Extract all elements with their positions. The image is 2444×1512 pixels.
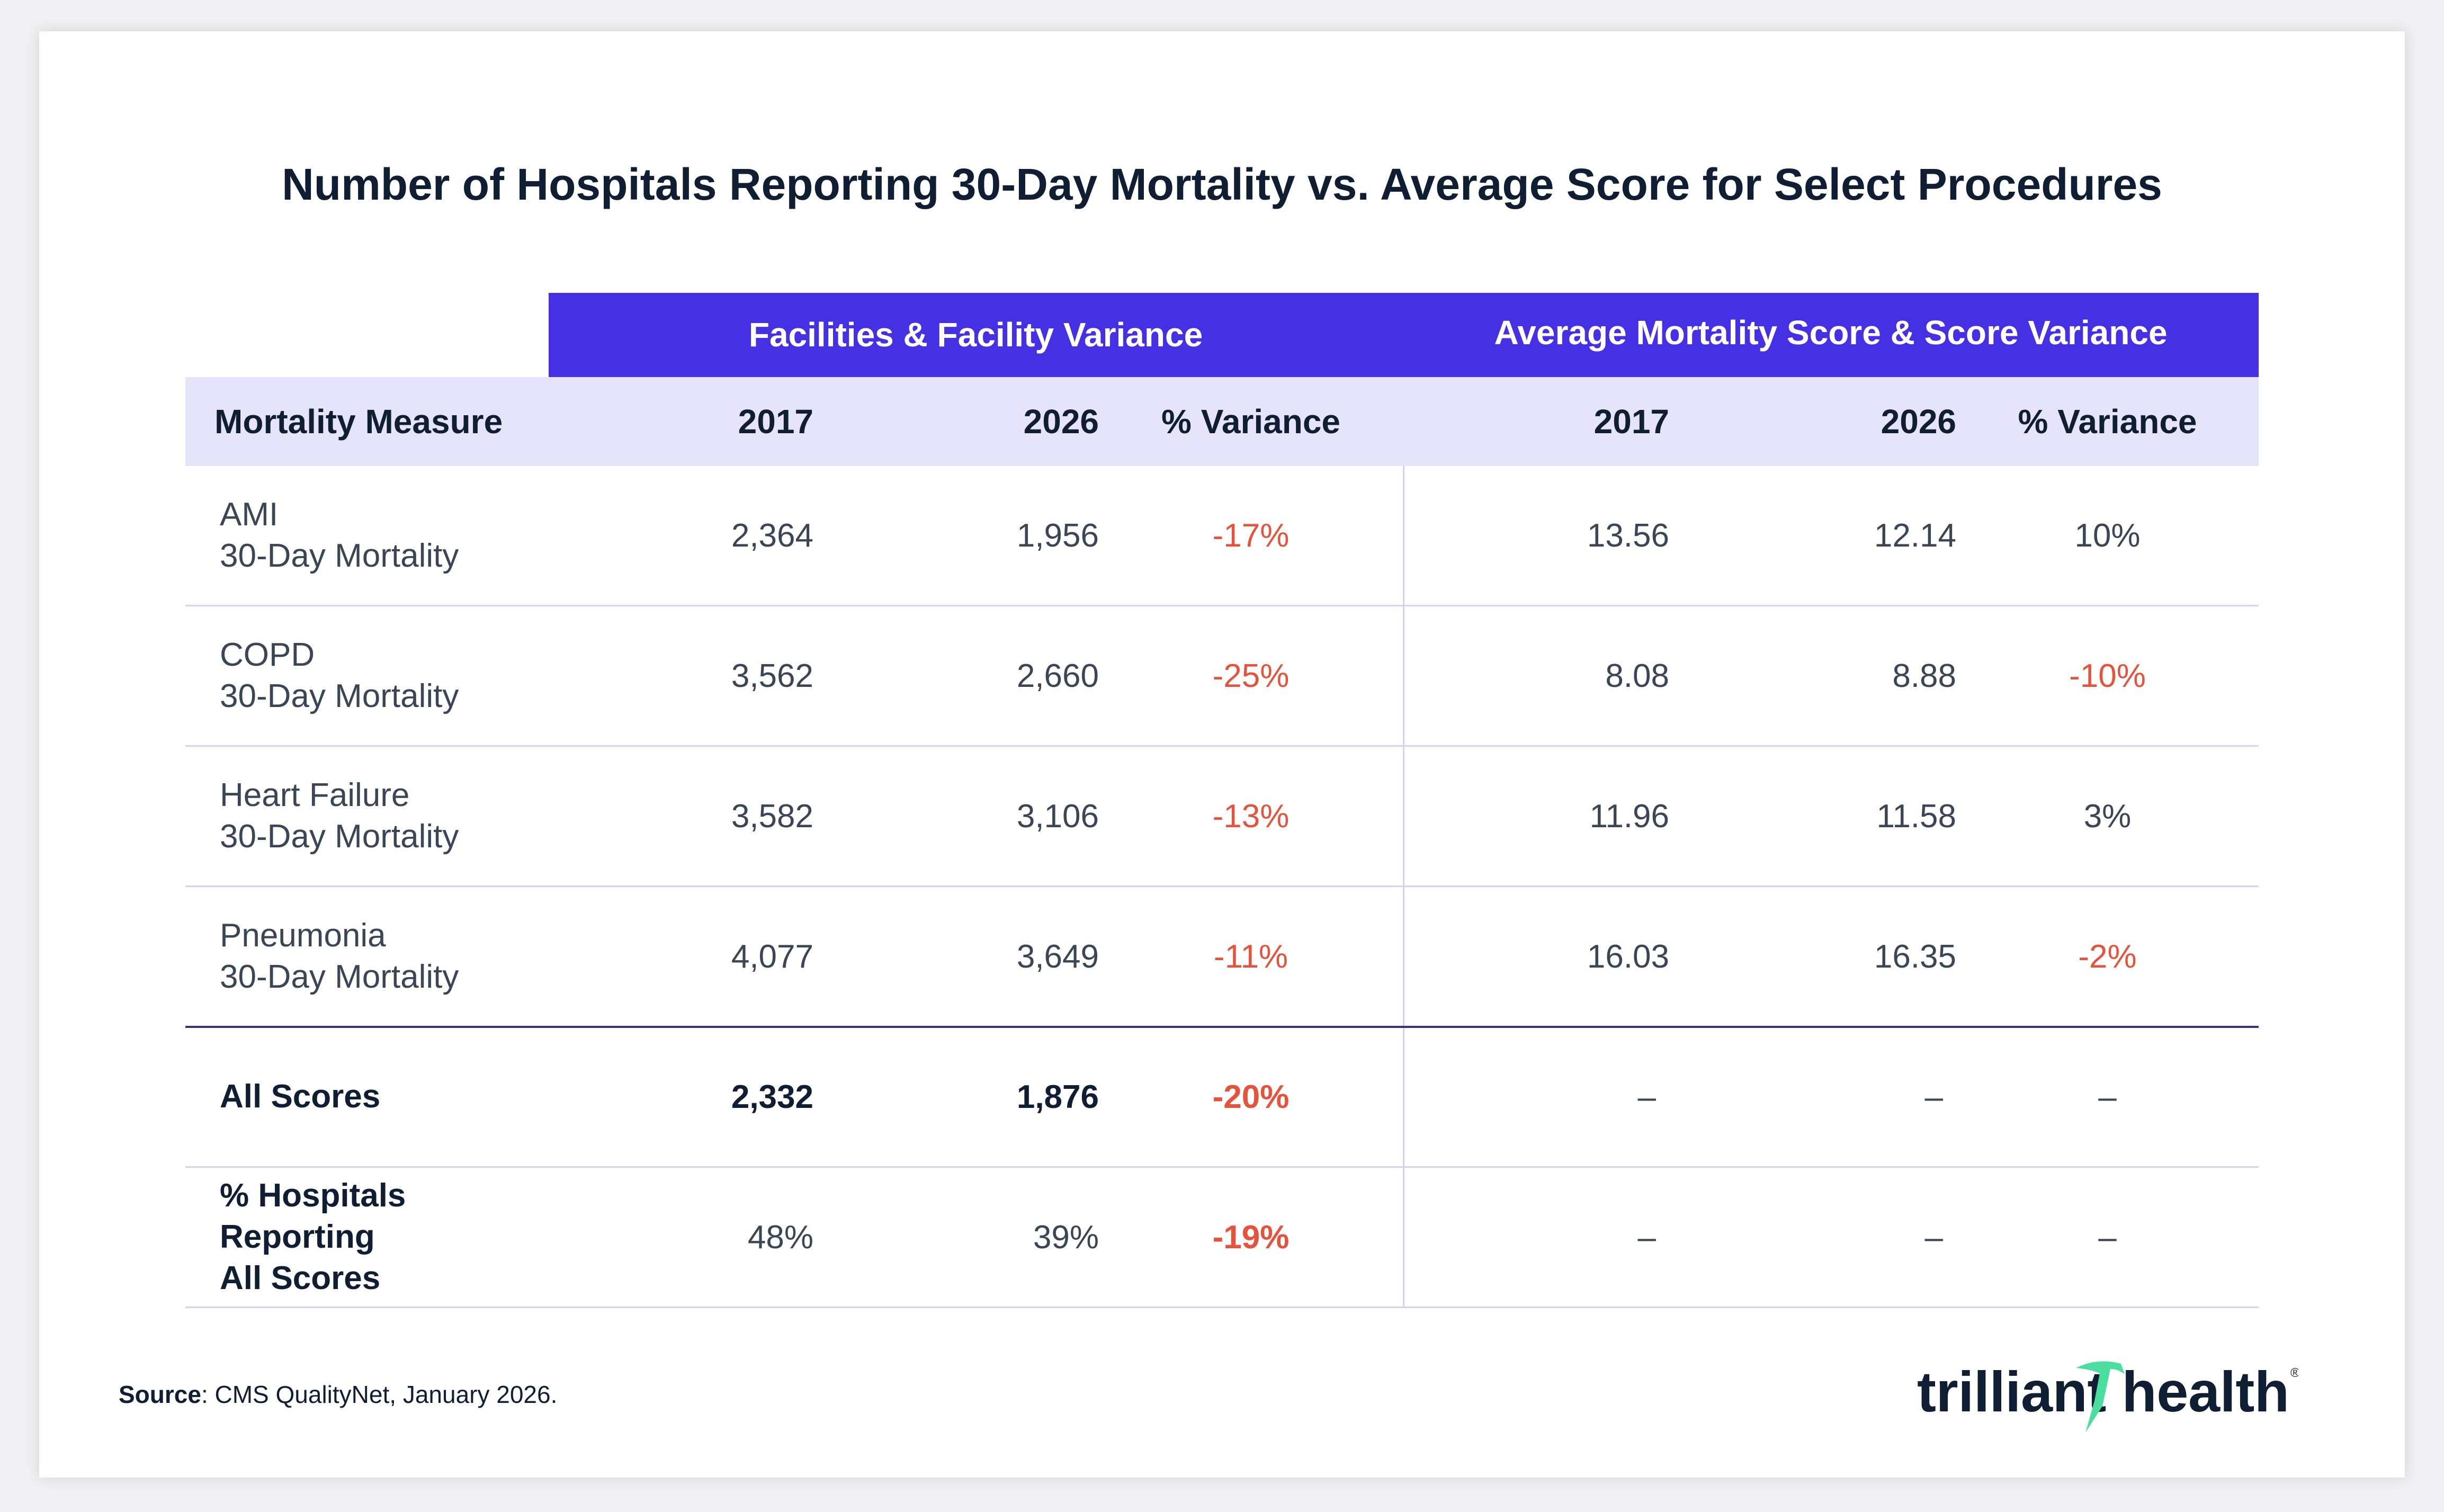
column-divider xyxy=(1403,466,1404,1308)
facilities-2026: 3,106 xyxy=(1016,798,1099,835)
score-variance: – xyxy=(2098,1078,2117,1115)
facilities-variance: -25% xyxy=(1212,657,1290,694)
source-label: Source xyxy=(119,1381,201,1408)
facilities-variance: -17% xyxy=(1212,517,1290,554)
score-variance: -10% xyxy=(2069,657,2146,694)
summary-divider xyxy=(185,1026,2259,1028)
measure-name: Pneumonia 30-Day Mortality xyxy=(185,915,549,998)
svg-text:®: ® xyxy=(2290,1366,2298,1380)
trilliant-health-logo: trilliant health ® xyxy=(1917,1359,2298,1433)
score-2026: – xyxy=(1924,1219,1943,1256)
source-note: Source: CMS QualityNet, January 2026. xyxy=(119,1380,557,1409)
source-text: : CMS QualityNet, January 2026. xyxy=(201,1381,558,1408)
facilities-2017: 3,562 xyxy=(731,657,813,694)
facilities-2026: 2,660 xyxy=(1016,657,1099,694)
score-variance: – xyxy=(2098,1219,2117,1256)
measure-subtitle: 30-Day Mortality xyxy=(220,959,459,995)
col-s2017: 2017 xyxy=(1593,402,1669,441)
col-f2017: 2017 xyxy=(738,402,813,441)
summary-name: % Hospitals Reporting All Scores xyxy=(220,1177,406,1296)
measure-title: AMI xyxy=(220,496,279,533)
score-2017: 11.96 xyxy=(1589,798,1669,835)
score-2017: – xyxy=(1637,1219,1656,1256)
table-row: COPD 30-Day Mortality 3,562 2,660 -25% 8.… xyxy=(185,606,2259,747)
facilities-2017: 4,077 xyxy=(731,938,813,975)
facilities-2017: 2,364 xyxy=(731,517,813,554)
table-row: AMI 30-Day Mortality 2,364 1,956 -17% 13.… xyxy=(185,466,2259,606)
score-2026: 11.58 xyxy=(1876,798,1956,835)
table-row: Heart Failure 30-Day Mortality 3,582 3,10… xyxy=(185,747,2259,887)
score-variance: 10% xyxy=(2074,517,2141,554)
facilities-variance: -20% xyxy=(1212,1078,1290,1115)
facilities-variance: -19% xyxy=(1212,1219,1290,1256)
measure-subtitle: 30-Day Mortality xyxy=(220,678,459,714)
score-2017: 13.56 xyxy=(1587,517,1669,554)
facilities-2026: 1,876 xyxy=(1016,1078,1099,1115)
group-header-bar xyxy=(549,293,2259,377)
score-2026: 16.35 xyxy=(1874,938,1956,975)
summary-row: % Hospitals Reporting All Scores 48% 39%… xyxy=(185,1168,2259,1308)
col-fvar: % Variance xyxy=(1161,402,1340,441)
score-2017: 8.08 xyxy=(1605,657,1669,694)
measure-name: Heart Failure 30-Day Mortality xyxy=(185,775,549,857)
column-headers: Mortality Measure 2017 2026 % Variance 2… xyxy=(185,377,2259,466)
col-s2026: 2026 xyxy=(1881,402,1956,441)
measure-subtitle: 30-Day Mortality xyxy=(220,818,459,855)
summary-name: All Scores xyxy=(220,1078,381,1115)
measure-title: COPD xyxy=(220,637,315,673)
score-2026: 8.88 xyxy=(1892,657,1956,694)
measure-title: Pneumonia xyxy=(220,917,386,954)
col-f2026: 2026 xyxy=(1023,402,1099,441)
card xyxy=(39,31,2405,1478)
facilities-variance: -13% xyxy=(1212,798,1290,835)
measure-title: Heart Failure xyxy=(220,777,410,813)
facilities-2017: 48% xyxy=(747,1219,813,1256)
score-variance: 3% xyxy=(2083,798,2132,835)
page-title: Number of Hospitals Reporting 30-Day Mor… xyxy=(282,159,2162,209)
facilities-2026: 3,649 xyxy=(1016,938,1099,975)
col-svar: % Variance xyxy=(2018,402,2197,441)
facilities-variance: -11% xyxy=(1213,938,1288,975)
table-row: Pneumonia 30-Day Mortality 4,077 3,649 -1… xyxy=(185,887,2259,1027)
score-2026: 12.14 xyxy=(1874,517,1956,554)
swoosh-icon xyxy=(2076,1361,2125,1433)
facilities-2026: 1,956 xyxy=(1016,517,1099,554)
facilities-2017: 3,582 xyxy=(731,798,813,835)
col-measure: Mortality Measure xyxy=(214,402,503,441)
summary-row: All Scores 2,332 1,876 -20% – – – xyxy=(185,1027,2259,1168)
score-variance: -2% xyxy=(2078,938,2137,975)
measure-name: AMI 30-Day Mortality xyxy=(185,494,549,577)
facilities-2026: 39% xyxy=(1033,1219,1099,1256)
score-2026: – xyxy=(1924,1078,1943,1115)
measure-name: COPD 30-Day Mortality xyxy=(185,634,549,717)
group-scores: Average Mortality Score & Score Variance xyxy=(1494,314,2168,352)
facilities-2017: 2,332 xyxy=(731,1078,813,1115)
group-facilities: Facilities & Facility Variance xyxy=(748,316,1203,354)
measure-subtitle: 30-Day Mortality xyxy=(220,538,459,574)
score-2017: 16.03 xyxy=(1587,938,1669,975)
score-2017: – xyxy=(1637,1078,1656,1115)
